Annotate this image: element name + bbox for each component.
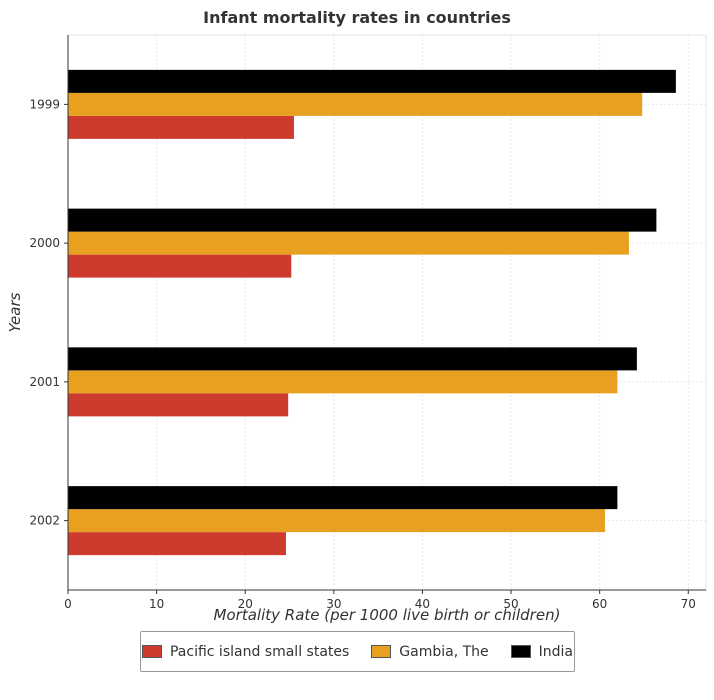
bars: [68, 70, 676, 555]
legend-item-india: India: [511, 644, 573, 660]
legend-label: India: [539, 644, 573, 660]
bar: [68, 255, 291, 278]
x-axis-label: Mortality Rate (per 1000 live birth or c…: [214, 606, 561, 624]
bar: [68, 509, 605, 532]
legend-swatch: [371, 645, 391, 658]
x-tick-label: 60: [592, 597, 607, 611]
bar: [68, 232, 629, 255]
legend-label: Pacific island small states: [170, 644, 349, 660]
bar: [68, 70, 676, 93]
legend-swatch: [511, 645, 531, 658]
y-tick-label: 2002: [29, 514, 60, 528]
legend-item-gambia: Gambia, The: [371, 644, 488, 660]
x-tick-label: 0: [64, 597, 72, 611]
bar: [68, 347, 637, 370]
bar: [68, 393, 288, 416]
legend: Pacific island small states Gambia, The …: [140, 631, 575, 672]
y-tick-label: 2001: [29, 375, 60, 389]
bar: [68, 209, 656, 232]
x-tick-label: 10: [149, 597, 164, 611]
y-tick-label: 1999: [29, 97, 60, 111]
y-tick-label: 2000: [29, 236, 60, 250]
x-tick-label: 70: [681, 597, 696, 611]
bar: [68, 93, 642, 116]
legend-swatch: [142, 645, 162, 658]
y-axis-label: Years: [6, 292, 24, 332]
bar: [68, 532, 286, 555]
bar: [68, 486, 617, 509]
bar: [68, 370, 617, 393]
bar: [68, 116, 294, 139]
legend-item-pacific: Pacific island small states: [142, 644, 349, 660]
legend-label: Gambia, The: [399, 644, 488, 660]
